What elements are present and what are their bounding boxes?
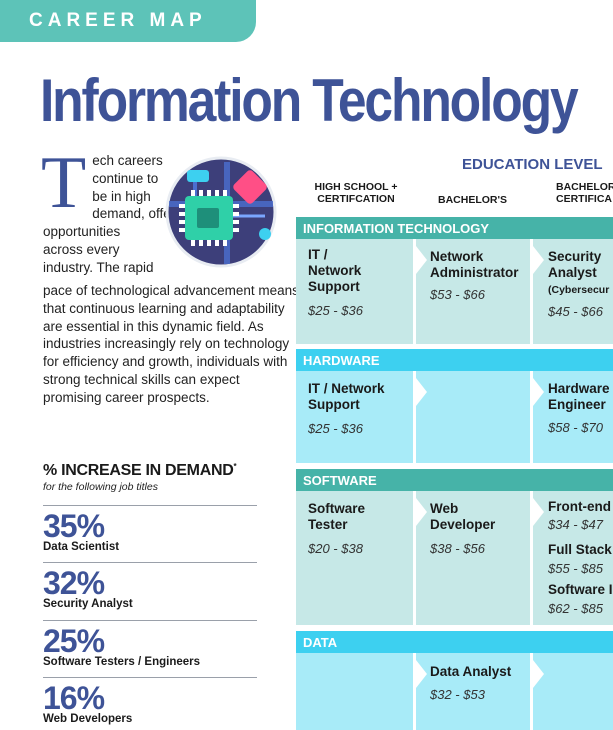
section-row-hardware bbox=[296, 371, 613, 463]
job-title: Hardware Engineer bbox=[548, 381, 610, 412]
column-divider bbox=[413, 371, 416, 463]
chevron-right-icon bbox=[416, 246, 427, 274]
intro-line: industry. The rapid bbox=[43, 259, 154, 275]
job-title: Security Analyst bbox=[548, 249, 602, 280]
stat-label: Security Analyst bbox=[43, 598, 133, 610]
microchip-icon bbox=[165, 156, 277, 268]
pay-range: $32 - $53 bbox=[430, 687, 485, 702]
intro-line: continue to bbox=[92, 170, 159, 186]
job-title: IT / Network Support bbox=[308, 247, 362, 294]
column-divider bbox=[530, 239, 533, 344]
column-divider bbox=[530, 653, 533, 730]
job-note: (Cybersecur bbox=[548, 284, 610, 296]
chevron-right-icon bbox=[416, 378, 427, 406]
pay-range: $34 - $47 bbox=[548, 517, 603, 532]
pay-range: $53 - $66 bbox=[430, 287, 485, 302]
chevron-right-icon bbox=[533, 378, 544, 406]
career-map-tab: CAREER MAP bbox=[0, 0, 256, 42]
stat-value: 16% bbox=[43, 680, 105, 716]
pay-range: $58 - $70 bbox=[548, 420, 603, 435]
stat-item: 32% Security Analyst bbox=[43, 562, 257, 610]
pay-range: $45 - $66 bbox=[548, 304, 603, 319]
column-divider bbox=[530, 371, 533, 463]
intro-line: across every bbox=[43, 241, 120, 257]
stat-item: 16% Web Developers bbox=[43, 677, 257, 725]
stat-item: 35% Data Scientist bbox=[43, 505, 257, 553]
section-band-software: SOFTWARE bbox=[296, 469, 613, 491]
pay-range: $62 - $85 bbox=[548, 601, 603, 616]
chevron-right-icon bbox=[416, 660, 427, 688]
stat-item: 25% Software Testers / Engineers bbox=[43, 620, 257, 668]
job-title: IT / Network Support bbox=[308, 381, 385, 412]
chevron-right-icon bbox=[533, 660, 544, 688]
section-row-software bbox=[296, 491, 613, 625]
job-title: Web Developer bbox=[430, 501, 496, 532]
intro-paragraph-continued: pace of technological advancement means … bbox=[43, 283, 299, 405]
intro-line: opportunities bbox=[43, 224, 121, 240]
stat-value: 32% bbox=[43, 565, 105, 601]
column-header-high-school: HIGH SCHOOL + CERTIFCATION bbox=[314, 181, 398, 205]
job-title: Software I bbox=[548, 582, 613, 597]
intro-paragraph: T ech careers continue to be in high dem… bbox=[41, 142, 275, 277]
column-divider bbox=[413, 491, 416, 625]
pay-range: $25 - $36 bbox=[308, 421, 363, 436]
intro-line: ech careers bbox=[92, 153, 163, 168]
job-title: Network Administrator bbox=[430, 249, 519, 280]
chevron-right-icon bbox=[416, 498, 427, 526]
pay-range: $38 - $56 bbox=[430, 541, 485, 556]
stat-label: Software Testers / Engineers bbox=[43, 656, 201, 668]
column-header-bachelors: BACHELOR'S bbox=[438, 194, 507, 206]
section-band-it: INFORMATION TECHNOLOGY bbox=[296, 217, 613, 239]
drop-cap: T bbox=[41, 142, 87, 224]
section-band-hardware: HARDWARE bbox=[296, 349, 613, 371]
job-title: Full Stack bbox=[548, 542, 612, 557]
pay-range: $20 - $38 bbox=[308, 541, 363, 556]
demand-title: % INCREASE IN DEMAND* bbox=[43, 462, 237, 479]
stat-label: Web Developers bbox=[43, 713, 133, 725]
job-title: Software Tester bbox=[308, 501, 366, 532]
column-divider bbox=[413, 653, 416, 730]
column-header-bachelors-cert: BACHELOR CERTIFICA bbox=[556, 181, 613, 205]
page-title: Information Technology bbox=[40, 67, 579, 134]
pay-range: $25 - $36 bbox=[308, 303, 363, 318]
section-row-data bbox=[296, 653, 613, 730]
education-level-label: EDUCATION LEVEL bbox=[462, 156, 603, 173]
column-divider bbox=[413, 239, 416, 344]
stat-value: 35% bbox=[43, 508, 105, 544]
job-title: Data Analyst bbox=[430, 664, 512, 679]
intro-line: be in high bbox=[92, 188, 151, 204]
job-title: Front-end bbox=[548, 499, 611, 514]
demand-subtitle: for the following job titles bbox=[43, 481, 158, 493]
section-row-it bbox=[296, 239, 613, 344]
section-band-data: DATA bbox=[296, 631, 613, 653]
pay-range: $55 - $85 bbox=[548, 561, 603, 576]
stat-label: Data Scientist bbox=[43, 541, 120, 553]
stat-value: 25% bbox=[43, 623, 105, 659]
chevron-right-icon bbox=[533, 246, 544, 274]
column-divider bbox=[530, 491, 533, 625]
chevron-right-icon bbox=[533, 498, 544, 526]
